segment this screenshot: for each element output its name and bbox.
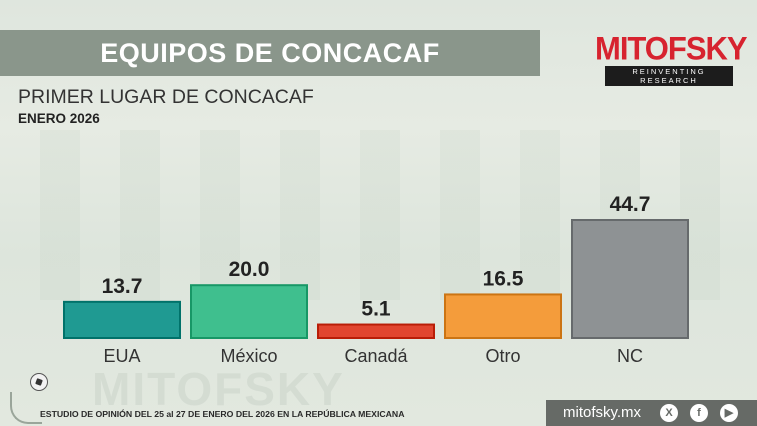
- social-bar: mitofsky.mx X f ▶: [546, 400, 757, 426]
- brand-name: MITOFSKY: [595, 30, 748, 67]
- brand-tagline: REINVENTING RESEARCH: [605, 66, 733, 86]
- chart-date: ENERO 2026: [18, 111, 100, 126]
- youtube-icon[interactable]: ▶: [720, 404, 738, 422]
- bar-value-label-1: 20.0: [229, 258, 270, 281]
- bar-4: [571, 219, 689, 339]
- bar-value-label-2: 5.1: [361, 298, 391, 321]
- category-label-1: México: [220, 346, 277, 366]
- brand-logo: MITOFSKY REINVENTING RESEARCH: [595, 30, 748, 86]
- website-link[interactable]: mitofsky.mx: [563, 404, 642, 421]
- bar-3: [444, 293, 562, 340]
- soccer-ball-icon: [30, 373, 48, 391]
- footer-note: ESTUDIO DE OPINIÓN DEL 25 al 27 DE ENERO…: [40, 409, 405, 419]
- category-label-0: EUA: [103, 346, 140, 366]
- player-figure-icon: [10, 392, 42, 424]
- x-icon[interactable]: X: [660, 404, 678, 422]
- title-banner: EQUIPOS DE CONCACAF: [0, 30, 540, 76]
- bar-0: [63, 300, 181, 339]
- bar-2: [317, 323, 435, 340]
- category-label-3: Otro: [485, 346, 520, 366]
- category-label-2: Canadá: [344, 346, 408, 366]
- category-label-4: NC: [617, 346, 643, 366]
- watermark: MITOFSKY: [92, 363, 345, 415]
- chart-subtitle: PRIMER LUGAR DE CONCACAF: [18, 86, 314, 108]
- bar-value-label-0: 13.7: [102, 275, 143, 298]
- facebook-icon[interactable]: f: [690, 404, 708, 422]
- bar-value-label-4: 44.7: [610, 193, 651, 216]
- bar-value-label-3: 16.5: [483, 267, 524, 290]
- bar-1: [190, 284, 308, 340]
- banner-title: EQUIPOS DE CONCACAF: [100, 37, 440, 68]
